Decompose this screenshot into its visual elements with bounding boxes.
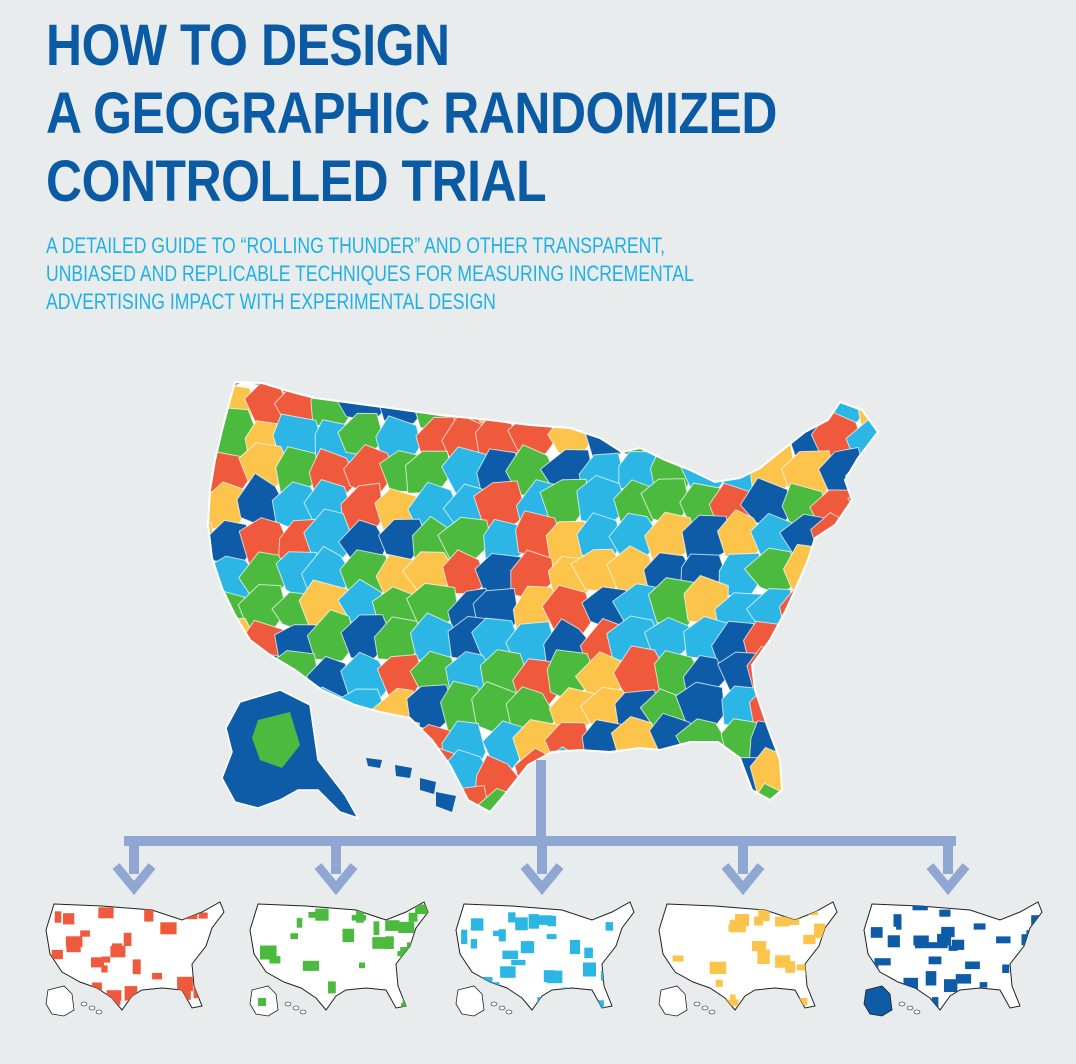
arrow-down-icon	[926, 863, 970, 896]
dark-blue-group-map-icon	[863, 901, 1043, 1017]
alaska-hawaii-inset-icon	[221, 689, 456, 820]
arrow-down-icon	[520, 863, 564, 896]
page-title: HOW TO DESIGN A GEOGRAPHIC RANDOMIZED CO…	[46, 12, 777, 216]
green-group-map-icon	[249, 901, 429, 1017]
arrow-down-icon	[721, 863, 765, 896]
arrow-down-icon	[314, 863, 358, 896]
subtitle-line: ADVERTISING IMPACT WITH EXPERIMENTAL DES…	[46, 289, 496, 314]
light-blue-group-map-icon	[455, 901, 635, 1017]
subtitle-line: A DETAILED GUIDE TO “ROLLING THUNDER” AN…	[46, 233, 666, 258]
branching-connector	[124, 760, 956, 874]
yellow-group-map-icon	[658, 901, 838, 1017]
page-subtitle: A DETAILED GUIDE TO “ROLLING THUNDER” AN…	[46, 232, 694, 316]
title-line: A GEOGRAPHIC RANDOMIZED	[46, 81, 777, 146]
subtitle-line: UNBIASED AND REPLICABLE TECHNIQUES FOR M…	[46, 261, 694, 286]
title-line: CONTROLLED TRIAL	[46, 149, 547, 214]
red-group-map-icon	[45, 901, 225, 1017]
title-line: HOW TO DESIGN	[46, 13, 450, 78]
arrow-down-icon	[112, 863, 156, 896]
